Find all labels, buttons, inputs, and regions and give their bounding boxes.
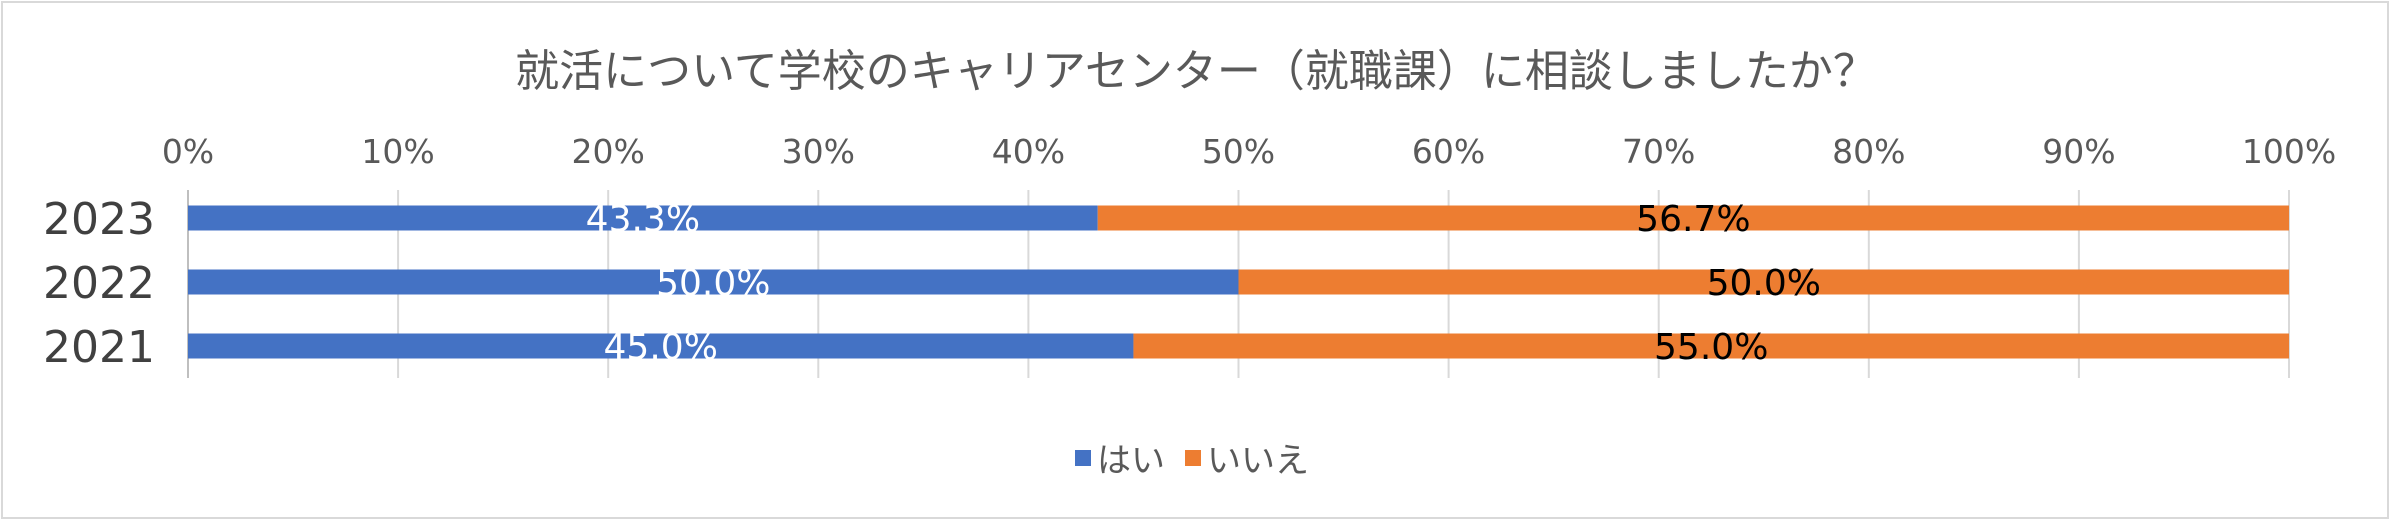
x-tick-label: 30% xyxy=(782,132,855,171)
legend-swatch xyxy=(1185,450,1201,466)
x-tick-label: 80% xyxy=(1832,132,1905,171)
legend-swatch xyxy=(1075,450,1091,466)
bar-2023-いいえ xyxy=(1097,205,2289,231)
x-tick-label: 60% xyxy=(1412,132,1485,171)
bar-2021-はい xyxy=(188,333,1134,359)
x-tick-label: 50% xyxy=(1202,132,1275,171)
x-tick-label: 20% xyxy=(572,132,645,171)
bars xyxy=(188,205,2289,359)
category-label: 2021 xyxy=(43,322,155,373)
bar-2023-はい xyxy=(188,205,1098,231)
x-tick-label: 10% xyxy=(361,132,434,171)
legend-label: はい xyxy=(1097,441,1165,481)
data-labels: 43.3% 56.7% 50.0% 50.0% 45.0% 55.0% xyxy=(586,199,1821,368)
x-tick-label: 90% xyxy=(2042,132,2115,171)
x-tick-label: 0% xyxy=(162,132,214,171)
data-label: 55.0% xyxy=(1654,327,1768,368)
bar-2021-いいえ xyxy=(1133,333,2289,359)
x-tick-label: 40% xyxy=(992,132,1065,171)
x-tick-label: 70% xyxy=(1622,132,1695,171)
category-labels: 2023 2022 2021 xyxy=(43,194,155,373)
data-label: 56.7% xyxy=(1636,199,1750,240)
data-label: 43.3% xyxy=(586,199,700,240)
bar-2022-いいえ xyxy=(1238,269,2289,295)
data-label: 45.0% xyxy=(604,327,718,368)
data-label: 50.0% xyxy=(656,263,770,304)
legend: はい いいえ xyxy=(1075,441,1309,481)
x-tick-label: 100% xyxy=(2242,132,2336,171)
category-label: 2022 xyxy=(43,258,155,309)
chart-title: 就活について学校のキャリアセンター（就職課）に相談しましたか？ xyxy=(515,46,1877,97)
category-label: 2023 xyxy=(43,194,155,245)
legend-label: いいえ xyxy=(1207,441,1309,481)
x-axis-ticks: 0% 10% 20% 30% 40% 50% 60% 70% 80% 90% 100% xyxy=(162,132,2336,171)
data-label: 50.0% xyxy=(1707,263,1821,304)
bar-2022-はい xyxy=(188,269,1239,295)
